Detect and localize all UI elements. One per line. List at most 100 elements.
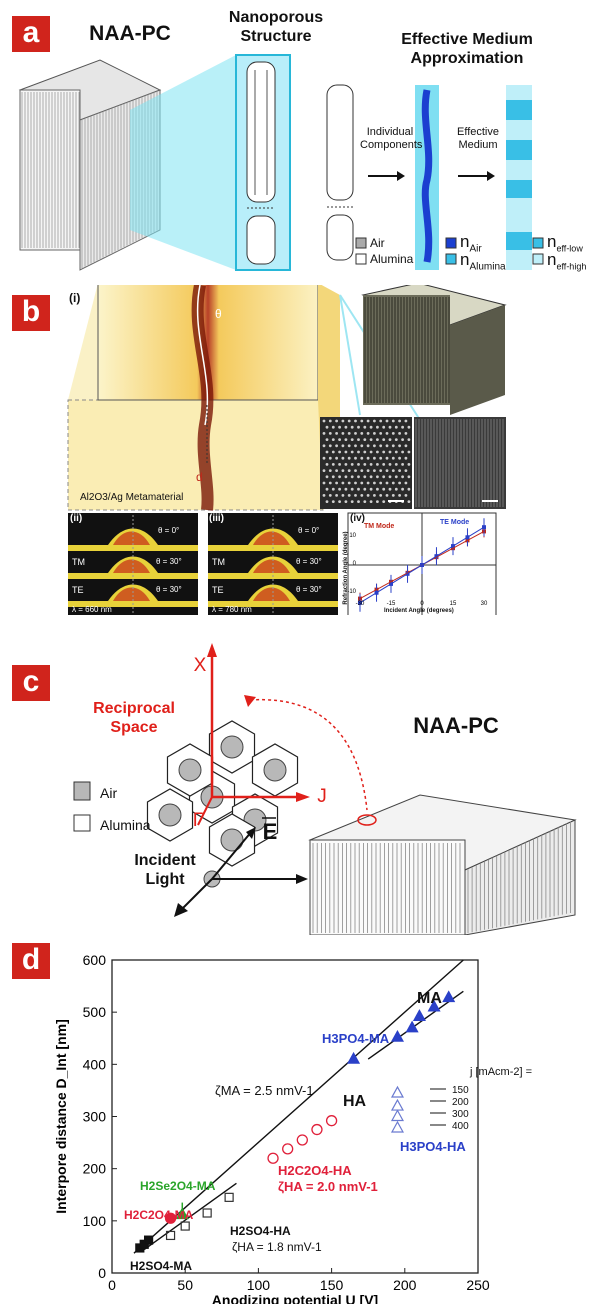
legend-neff-high: neff-high <box>547 250 587 272</box>
data-point-h3po4-ma <box>347 1051 361 1064</box>
iii-theta0: θ = 0° <box>298 526 320 535</box>
legend-air: Air <box>370 236 385 250</box>
data-point-h3po4-ha <box>390 1085 404 1098</box>
arrow2-label: Effective Medium <box>457 126 499 151</box>
iv-tm-mode: TM Mode <box>364 523 395 530</box>
iv-ytick: 0 <box>353 561 357 567</box>
lattice-pore <box>220 735 244 759</box>
ema-title: Effective Medium Approximation <box>401 31 533 67</box>
incident-light-label: Incident Light <box>134 852 196 888</box>
x-tick-label: 0 <box>108 1277 116 1293</box>
iii-lambda: λ = 780 nm <box>212 605 252 614</box>
iv-xtick: 30 <box>481 601 488 607</box>
annotation-h3po4-ma: H3PO4-MA <box>322 1031 390 1046</box>
annotation-h2c2o4-ha: H2C2O4-HA <box>278 1163 352 1178</box>
data-point-h3po4-ma <box>442 990 456 1003</box>
lattice-pore <box>263 758 287 782</box>
interpore-chart: 0 50 100 150 200 2500100200300400500600Anodiz… <box>53 952 532 1304</box>
iv-xtick: 15 <box>450 601 457 607</box>
data-point-h2c2o4-ha <box>282 1143 294 1155</box>
panel-b: b <box>0 285 591 615</box>
sub-iii-label: (iii) <box>209 513 224 524</box>
iv-ylabel: Refraction Angle (degree) <box>343 531 349 605</box>
data-point-h3po4-ma <box>390 1029 404 1042</box>
iii-tm: TM <box>212 557 225 567</box>
x-tick-label: 200 <box>393 1277 417 1293</box>
iv-xtick: -30 <box>356 601 365 607</box>
fit-line-ha <box>143 1182 237 1251</box>
y-axis-label: Interpore distance D_Int [nm] <box>53 1019 69 1213</box>
ii-theta0: θ = 0° <box>158 526 180 535</box>
data-point-h3po4-ha <box>390 1098 404 1111</box>
x-axis-label: X <box>193 655 207 676</box>
data-point-h3po4-ma <box>412 1009 426 1021</box>
iv-ytick: 10 <box>349 533 356 539</box>
ii-tm: TM <box>72 557 85 567</box>
subpanel-iii <box>208 513 338 615</box>
y-tick-label: 0 <box>98 1265 106 1281</box>
data-point-h2so4-ha <box>165 1230 176 1241</box>
arrow1-label: Individual Components <box>360 126 423 151</box>
annotation-j-value: 200 <box>452 1097 469 1108</box>
x-tick-label: 250 <box>466 1277 490 1293</box>
refraction-plot: -30 -15 0 15 30 10 0 -10 <box>347 518 488 612</box>
legend-nalumina: nAlumina <box>460 250 506 273</box>
gamma-label: Γ <box>192 810 204 831</box>
naa-pc-title-c: NAA-PC <box>413 713 499 738</box>
ii-theta30a: θ = 30° <box>156 557 182 566</box>
iii-theta30b: θ = 30° <box>296 585 322 594</box>
theta-label: θ <box>215 307 222 321</box>
naa-pc-title: NAA-PC <box>89 22 171 45</box>
annotation-h2so4-ma: H2SO4-MA <box>130 1259 192 1273</box>
data-point-h2so4-ma <box>144 1235 154 1245</box>
legend-alumina-c: Alumina <box>100 817 151 833</box>
panel-c: c X J Γ Reciprocal Space NAA-PC Air Alum… <box>0 615 591 935</box>
panel-a-illustration <box>18 54 544 271</box>
panel-b-illustration: -30 -15 0 15 30 10 0 -10 <box>67 285 507 615</box>
iv-te-mode: TE Mode <box>440 519 470 526</box>
d-label: d <box>196 470 203 484</box>
annotation-h2c2o4-ma: H2C2O4-MA <box>124 1208 194 1222</box>
data-point-h2se2o4-ma <box>175 1207 189 1220</box>
sem-top-view <box>320 417 412 509</box>
annotation-j-value: 400 <box>452 1121 469 1132</box>
iii-te: TE <box>212 585 224 595</box>
legend-nair: nAir <box>460 232 482 255</box>
data-point-h2so4-ha <box>180 1221 190 1231</box>
ii-lambda: λ = 660 nm <box>72 605 112 614</box>
y-tick-label: 600 <box>83 952 107 968</box>
data-point-h2so4-ha <box>202 1208 212 1218</box>
ii-te: TE <box>72 585 84 595</box>
annotation-ha: HA <box>343 1093 367 1110</box>
data-point-h2c2o4-ha <box>296 1134 308 1146</box>
lattice-pore <box>220 828 244 852</box>
y-tick-label: 400 <box>83 1056 107 1072</box>
x-tick-label: 100 <box>247 1277 271 1293</box>
iv-xtick: 0 <box>420 601 424 607</box>
data-point-h2c2o4-ha <box>311 1123 323 1136</box>
data-point-h3po4-ha <box>390 1109 404 1122</box>
data-point-h2c2o4-ha <box>267 1152 279 1164</box>
ii-theta30b: θ = 30° <box>156 585 182 594</box>
iii-theta30a: θ = 30° <box>296 557 322 566</box>
legend-alumina: Alumina <box>370 252 414 266</box>
panel-c-tag: c <box>12 665 50 701</box>
legend-air-c: Air <box>100 785 118 801</box>
data-point-h3po4-ma <box>405 1020 419 1033</box>
panel-d-tag: d <box>12 943 50 979</box>
panel-a: a NAA-PC Nanoporous Structure Effective … <box>0 0 591 285</box>
iv-xtick: -15 <box>387 601 396 607</box>
annotation-j-header: j [mAcm-2] = <box>469 1066 532 1078</box>
e-field-label: E <box>262 819 278 844</box>
y-tick-label: 300 <box>83 1109 107 1125</box>
panel-c-illustration <box>73 643 577 935</box>
annotation-zeta-ma: ζMA = 2.5 nmV-1 <box>215 1083 314 1098</box>
x-axis-label: Anodizing potential U [V] <box>212 1292 378 1304</box>
iv-ytick: -10 <box>347 589 356 595</box>
annotation-h2se2o4-ma: H2Se2O4-MA <box>140 1179 216 1193</box>
legend-neff-low: neff-low <box>547 232 583 254</box>
y-tick-label: 100 <box>83 1213 107 1229</box>
y-tick-label: 500 <box>83 1004 107 1020</box>
annotation-zeta-ha-s: ζHA = 1.8 nmV-1 <box>232 1240 322 1254</box>
data-point-h3po4-ha <box>390 1120 404 1133</box>
